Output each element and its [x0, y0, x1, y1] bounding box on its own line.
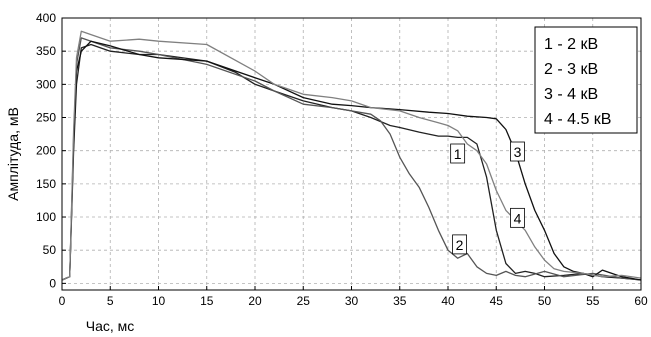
- y-tick-label: 0: [49, 276, 56, 290]
- x-tick-label: 10: [152, 294, 166, 308]
- y-tick-label: 400: [36, 11, 56, 25]
- y-tick-label: 300: [36, 77, 56, 91]
- y-axis-title: Амплітуда, мВ: [5, 107, 21, 201]
- x-tick-label: 50: [538, 294, 552, 308]
- y-tick-label: 200: [36, 144, 56, 158]
- series-lines: [61, 30, 642, 281]
- x-tick-label: 30: [345, 294, 359, 308]
- x-tick-label: 5: [107, 294, 114, 308]
- y-tick-label: 350: [36, 44, 56, 58]
- legend-box: [534, 26, 638, 134]
- callout-box: [510, 207, 525, 228]
- x-tick-label: 35: [393, 294, 407, 308]
- x-tick-label: 0: [59, 294, 66, 308]
- callout-label: 2: [456, 237, 464, 253]
- grid-lines: [62, 18, 641, 290]
- x-tick-label: 60: [634, 294, 648, 308]
- series-line-1: [61, 43, 642, 281]
- x-tick-label: 40: [441, 294, 455, 308]
- series-line-4: [61, 30, 642, 281]
- callout-box: [452, 234, 467, 255]
- callout-label: 3: [514, 144, 522, 160]
- axis-ticks: 0 5 10 15 20 25 30 35 40 45 50 55 60 0 50 100 150 200 250 3…: [36, 11, 648, 308]
- callout-box: [450, 143, 466, 164]
- x-tick-label: 20: [248, 294, 262, 308]
- callout-box: [510, 141, 525, 162]
- y-tick-label: 50: [43, 243, 57, 257]
- x-tick-label: 55: [586, 294, 600, 308]
- x-tick-label: 25: [297, 294, 311, 308]
- y-tick-label: 250: [36, 111, 56, 125]
- legend-entry: 4 - 4.5 кВ: [544, 111, 611, 128]
- y-tick-label: 150: [36, 177, 56, 191]
- legend: 1 - 2 кВ 2 - 3 кВ 3 - 4 кВ 4 - 4.5 кВ: [534, 26, 638, 134]
- legend-entry: 2 - 3 кВ: [544, 61, 598, 78]
- x-tick-label: 15: [200, 294, 214, 308]
- series-line-3: [61, 40, 642, 281]
- series-line-2: [61, 37, 642, 281]
- curve-callouts: 1 2 3 4: [450, 141, 525, 255]
- x-tick-label: 45: [490, 294, 504, 308]
- y-tick-label: 100: [36, 210, 56, 224]
- legend-entry: 1 - 2 кВ: [544, 36, 598, 53]
- legend-entry: 3 - 4 кВ: [544, 86, 598, 103]
- x-axis-title: Час, мс: [86, 318, 135, 334]
- callout-label: 1: [454, 146, 462, 162]
- callout-label: 4: [514, 210, 522, 226]
